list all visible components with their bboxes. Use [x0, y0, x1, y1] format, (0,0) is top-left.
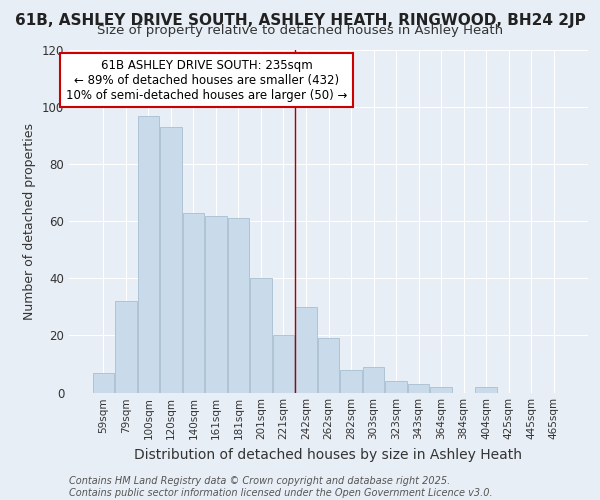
Bar	[408, 384, 429, 392]
Y-axis label: Number of detached properties: Number of detached properties	[23, 122, 36, 320]
Text: Contains HM Land Registry data © Crown copyright and database right 2025.
Contai: Contains HM Land Registry data © Crown c…	[69, 476, 493, 498]
X-axis label: Distribution of detached houses by size in Ashley Heath: Distribution of detached houses by size …	[134, 448, 523, 462]
Bar	[475, 387, 497, 392]
Bar	[385, 381, 407, 392]
Bar	[228, 218, 249, 392]
Text: Size of property relative to detached houses in Ashley Heath: Size of property relative to detached ho…	[97, 24, 503, 37]
Text: 61B ASHLEY DRIVE SOUTH: 235sqm
← 89% of detached houses are smaller (432)
10% of: 61B ASHLEY DRIVE SOUTH: 235sqm ← 89% of …	[66, 58, 347, 102]
Bar	[430, 387, 452, 392]
Bar	[340, 370, 362, 392]
Bar	[160, 127, 182, 392]
Bar	[273, 336, 294, 392]
Bar	[363, 367, 384, 392]
Text: 61B, ASHLEY DRIVE SOUTH, ASHLEY HEATH, RINGWOOD, BH24 2JP: 61B, ASHLEY DRIVE SOUTH, ASHLEY HEATH, R…	[14, 12, 586, 28]
Bar	[318, 338, 339, 392]
Bar	[92, 372, 114, 392]
Bar	[115, 301, 137, 392]
Bar	[182, 212, 204, 392]
Bar	[295, 307, 317, 392]
Bar	[205, 216, 227, 392]
Bar	[250, 278, 272, 392]
Bar	[137, 116, 159, 392]
